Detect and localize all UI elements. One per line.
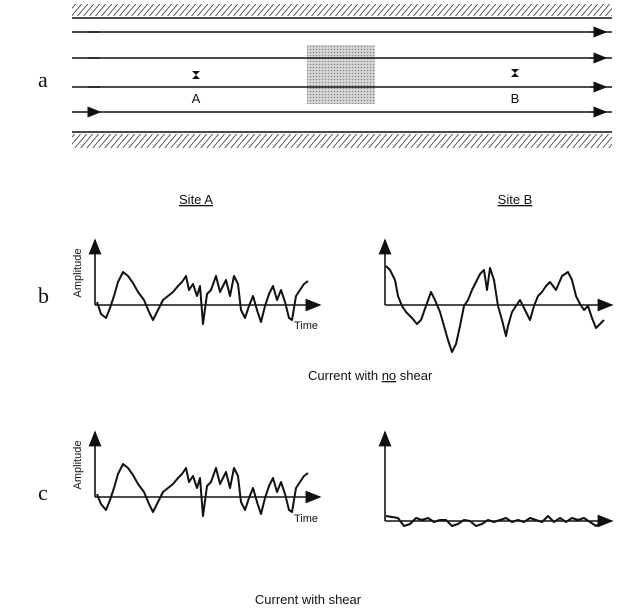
site-label: B [511,91,520,106]
site-label: A [192,91,201,106]
site-marker [511,69,519,77]
panel-label: b [38,283,49,308]
axis-label: Amplitude [72,249,84,298]
shear-zone [307,45,375,104]
axis-label: Time [294,513,318,525]
column-header: Site B [498,192,533,207]
caption: Current with no shear [308,368,433,383]
plot-c-site-a: Amplitude Time [72,430,322,525]
axis-label: Time [294,320,318,332]
channel: A B [72,4,612,148]
signal [385,515,607,527]
bank-hatch [72,134,612,148]
column-header: Site A [179,192,213,207]
plot-c-site-b [378,430,614,528]
axis-label: Amplitude [72,441,84,490]
flow-lines [72,26,612,112]
caption-text: Current with [308,368,382,383]
signal [96,463,309,517]
signal [385,265,605,353]
panel-label: c [38,480,48,505]
site-marker [192,71,200,79]
signal [96,271,309,325]
panel-label: a [38,67,48,92]
plot-b-site-a: Amplitude Time [72,238,322,332]
bank-hatch [72,4,612,16]
caption-emphasis: no [382,368,396,383]
caption-text: shear [396,368,433,383]
plot-b-site-b [378,238,614,353]
caption: Current with shear [255,592,362,607]
